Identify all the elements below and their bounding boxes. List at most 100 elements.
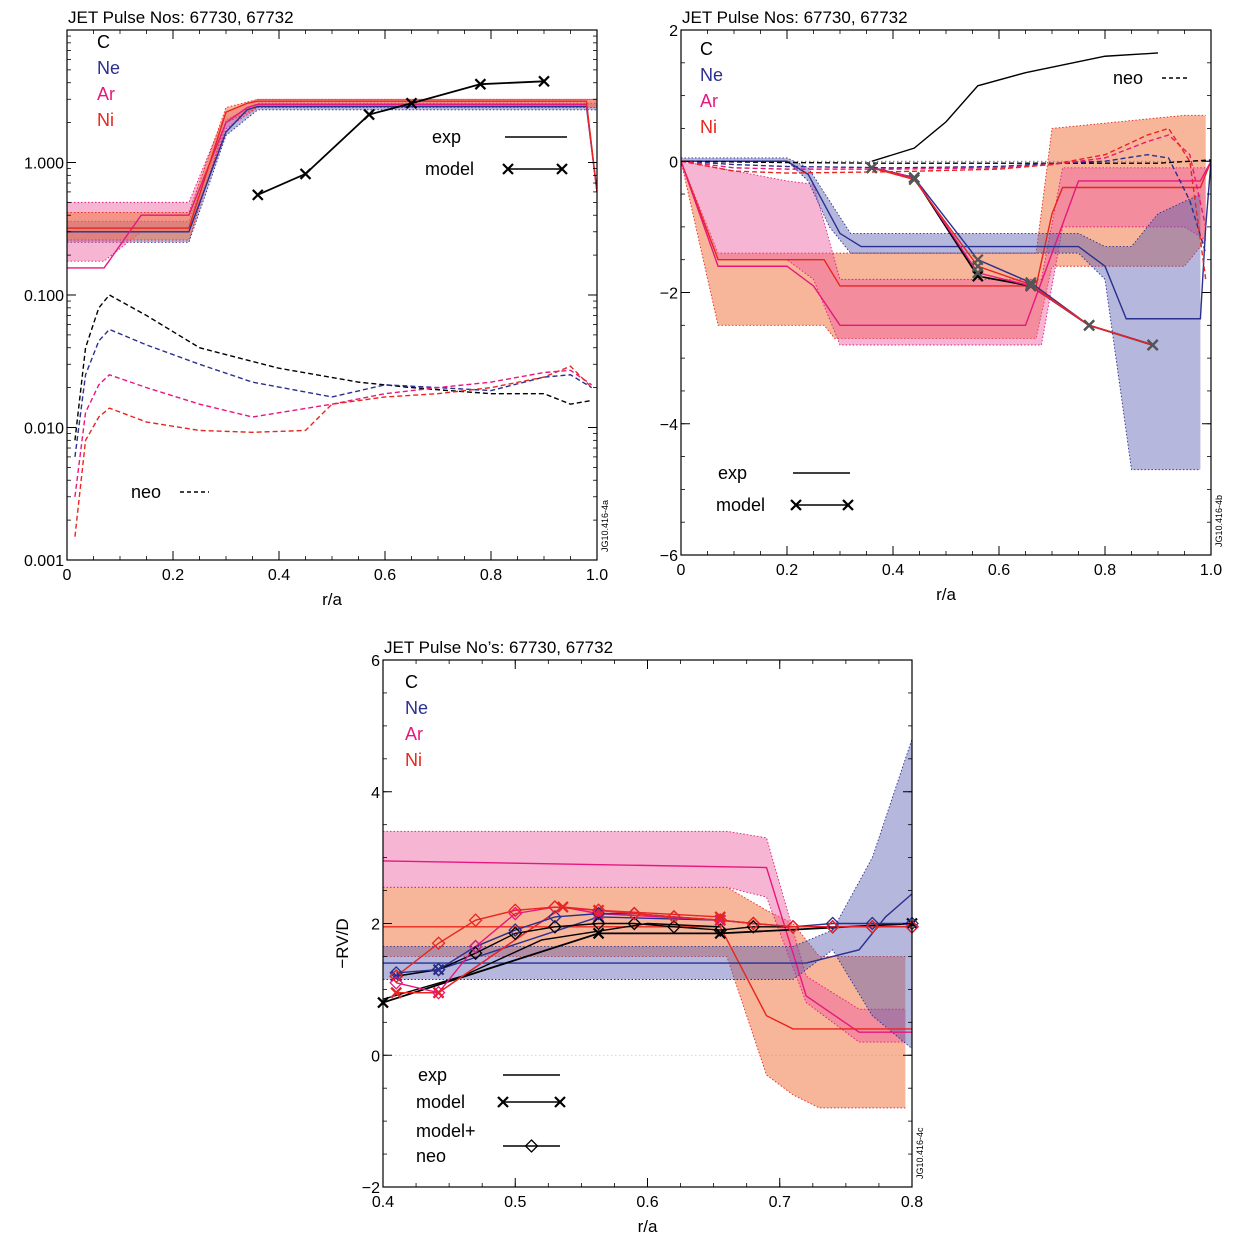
marker-ni-model: [714, 911, 727, 923]
legend-marker-x: [502, 163, 514, 175]
marker-c-model: [299, 168, 312, 180]
x-tick-label: 0: [63, 567, 72, 584]
y-tick-label: 2: [371, 917, 380, 934]
legend-marker-x: [497, 1096, 509, 1108]
figure-tag: JG10.416-4c: [915, 1127, 925, 1179]
y-tick-label: −2: [362, 1180, 380, 1197]
line-legend-label-exp: exp: [718, 463, 747, 483]
species-legend-ar: Ar: [405, 724, 423, 744]
y-tick-label: −2: [660, 286, 678, 303]
x-axis-label: r/a: [638, 1217, 658, 1236]
series-c-neo: [74, 294, 592, 441]
marker-ni-model-neo: [627, 906, 642, 921]
marker-ne-model-neo: [508, 923, 523, 938]
species-legend-c: C: [405, 672, 418, 692]
series-ne-exp: [681, 160, 1211, 320]
marker-c-model: [252, 189, 264, 201]
band-upper-edge-ni: [681, 114, 1206, 254]
marker-ni-model: [1083, 319, 1095, 332]
x-tick-label: 0.2: [162, 567, 184, 584]
x-tick-label: 0.8: [901, 1194, 923, 1211]
x-tick-label: 0.5: [504, 1194, 526, 1211]
plot-area: [67, 80, 597, 537]
marker-ni-model-neo: [825, 919, 840, 934]
uncertainty-band-ne: [383, 739, 912, 1049]
legend-marker-x: [554, 1096, 566, 1108]
line-legend-label-model_neo_1: model+: [416, 1121, 476, 1141]
figure-tag: JG10.416-4b: [1214, 495, 1224, 547]
species-legend-ar: Ar: [97, 84, 115, 104]
x-tick-label: 0.4: [882, 562, 904, 579]
marker-ni-model-neo: [468, 913, 483, 928]
x-axis-label: r/a: [936, 585, 956, 604]
y-tick-label: 0.010: [24, 421, 64, 438]
series-c-model: [257, 80, 545, 196]
legend-marker-x: [842, 499, 854, 511]
marker-ar-model: [908, 171, 920, 184]
marker-ni-model-neo: [548, 900, 562, 914]
band-lower-edge-ar: [383, 886, 906, 1043]
series-ne-neo: [74, 328, 593, 457]
marker-ni-model-neo: [389, 969, 404, 984]
y-tick-label: 0.001: [24, 553, 64, 570]
series-ne-exp: [383, 893, 912, 964]
marker-ni-model-neo: [746, 916, 761, 931]
species-legend-c: C: [700, 39, 713, 59]
y-axis-label: −RV/D: [333, 918, 352, 968]
marker-ni-model: [972, 260, 984, 273]
line-legend-label-exp: exp: [418, 1065, 447, 1085]
marker-c-model-neo: [548, 919, 562, 934]
species-legend-ne: Ne: [97, 58, 120, 78]
x-tick-label: 0.8: [1094, 562, 1116, 579]
legend-marker-x: [556, 163, 568, 175]
marker-ni-model: [557, 901, 569, 913]
line-legend-label-exp: exp: [432, 127, 461, 147]
marker-c-model: [363, 108, 375, 121]
legend-marker-x: [790, 499, 802, 511]
y-tick-label: 0: [669, 154, 678, 171]
y-tick-label: 0.100: [24, 288, 64, 305]
marker-ne-model-neo: [389, 965, 404, 980]
y-tick-label: −6: [660, 548, 678, 565]
species-legend-ne: Ne: [405, 698, 428, 718]
y-tick-label: 4: [371, 785, 380, 802]
marker-c-model: [592, 927, 605, 940]
line-legend-label-model: model: [416, 1092, 465, 1112]
marker-ni-model-neo: [508, 903, 523, 918]
uncertainty-band-ne: [681, 157, 1201, 470]
marker-ni-model-neo: [591, 903, 606, 918]
marker-ni-model-neo: [865, 919, 880, 934]
uncertainty-band-ar: [383, 831, 906, 1043]
chart-title: JET Pulse No’s: 67730, 67732: [384, 638, 613, 657]
marker-ne-model-neo: [431, 962, 446, 977]
chart-title: JET Pulse Nos: 67730, 67732: [68, 8, 294, 27]
x-axis-label: r/a: [322, 590, 342, 609]
x-tick-label: 0.7: [769, 1194, 791, 1211]
plot-area: [383, 738, 912, 1109]
marker-ni-model-neo: [431, 936, 446, 951]
species-legend-ni: Ni: [97, 110, 114, 130]
marker-ni-model: [1146, 339, 1159, 351]
series-c-neo: [681, 159, 1211, 164]
series-ni-neo: [74, 365, 593, 537]
marker-ar-model-neo: [389, 975, 404, 990]
x-tick-label: 0.6: [988, 562, 1010, 579]
marker-ni-model-neo: [667, 909, 681, 924]
line-legend-label-model: model: [425, 159, 474, 179]
species-legend-ne: Ne: [700, 65, 723, 85]
y-tick-label: 6: [371, 653, 380, 670]
marker-c-model-neo: [713, 923, 728, 938]
series-ar-exp: [383, 860, 912, 1033]
marker-ne-model-neo: [825, 916, 840, 931]
marker-c-model-neo: [627, 916, 642, 931]
uncertainty-band-ne: [67, 103, 597, 243]
series-ne-neo: [681, 153, 1207, 254]
series-c-model: [383, 922, 912, 1004]
band-upper-edge-ar: [67, 98, 597, 203]
figure-tag: JG10.416-4a: [600, 500, 610, 552]
marker-c-model: [405, 97, 418, 110]
species-legend-ni: Ni: [700, 117, 717, 137]
series-c-exp: [383, 922, 721, 1000]
band-lower-edge-ni: [681, 161, 1207, 339]
